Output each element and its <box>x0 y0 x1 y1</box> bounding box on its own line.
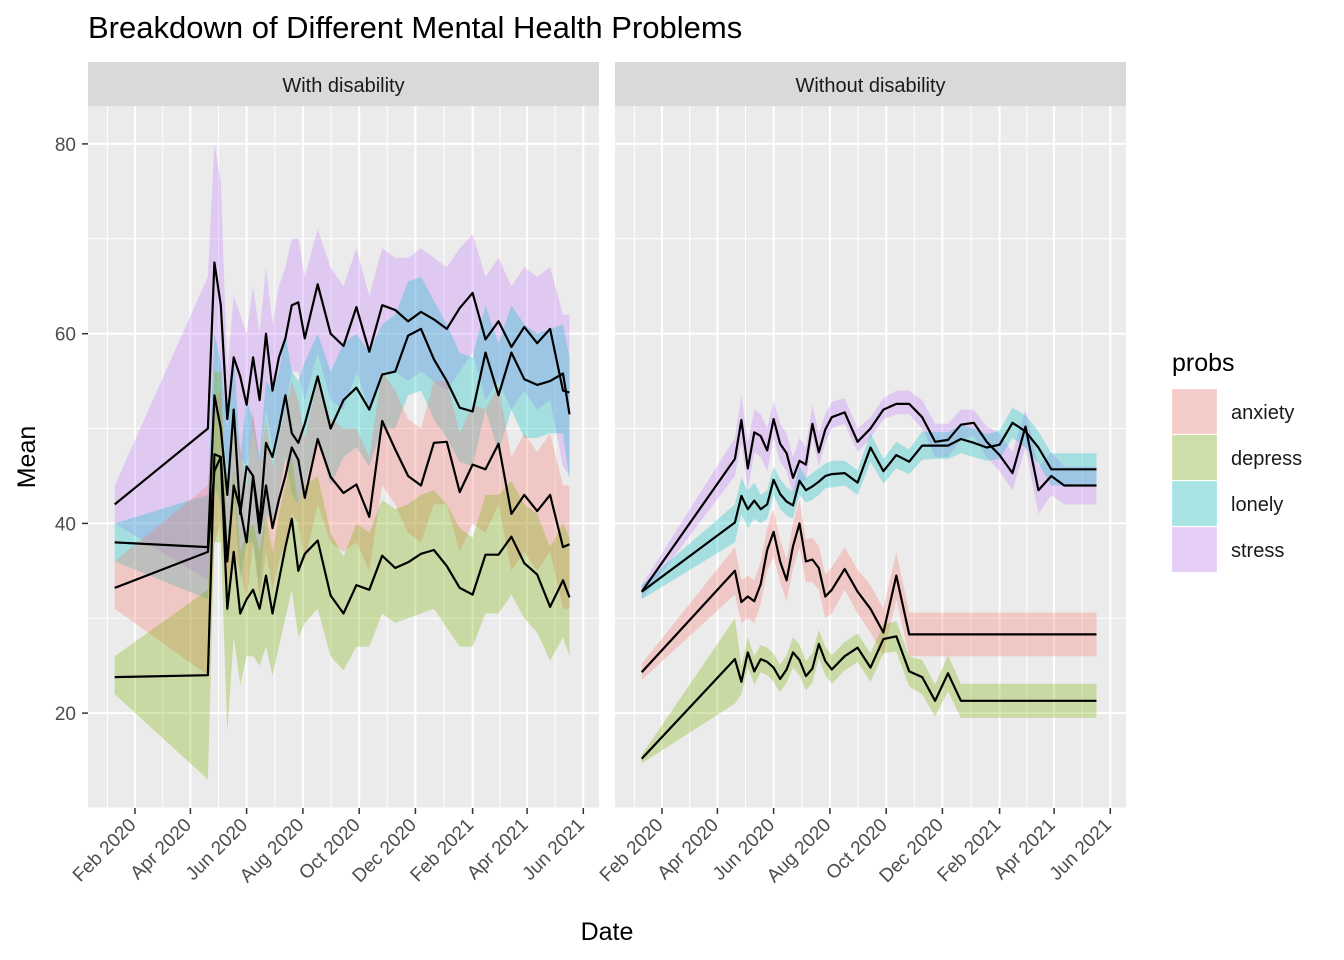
y-tick-label: 80 <box>55 135 76 156</box>
y-axis-title: Mean <box>13 426 41 489</box>
legend-key-background <box>1171 526 1218 573</box>
panel-grid <box>88 106 599 809</box>
band-lonely <box>114 276 570 600</box>
panel-strip-label: With disability <box>282 75 404 97</box>
panel-strip <box>88 62 599 106</box>
line-depress <box>640 635 1097 760</box>
legend-title: probs <box>1172 349 1235 377</box>
line-anxiety <box>640 522 1097 674</box>
band-depress <box>114 371 570 780</box>
legend-key-background <box>1171 480 1218 527</box>
band-lonely <box>641 407 1097 600</box>
legend-swatch-stress <box>1172 527 1217 572</box>
panel-background <box>615 106 1126 808</box>
line-stress <box>114 261 570 506</box>
panel-lines <box>114 261 571 679</box>
band-depress <box>641 618 1097 764</box>
legend-swatch-depress <box>1172 435 1217 480</box>
legend-label-depress: depress <box>1231 448 1302 470</box>
line-anxiety <box>114 419 570 589</box>
band-stress <box>641 390 1097 600</box>
legend-key-background <box>1171 434 1218 481</box>
band-stress <box>114 143 570 581</box>
y-tick-label: 20 <box>55 704 76 725</box>
x-axis-title: Date <box>581 918 634 946</box>
y-tick-label: 40 <box>55 514 76 535</box>
legend-key-background <box>1171 388 1218 435</box>
legend-swatch-anxiety <box>1172 389 1217 434</box>
panel-strip-label: Without disability <box>795 75 945 97</box>
line-lonely <box>641 421 1097 593</box>
line-depress <box>114 453 571 679</box>
panel-strip <box>615 62 1126 106</box>
panel-lines <box>640 402 1097 760</box>
legend-label-anxiety: anxiety <box>1231 402 1294 424</box>
legend-swatch-lonely <box>1172 481 1217 526</box>
legend-label-lonely: lonely <box>1231 494 1283 516</box>
y-axis: 20 40 60 80 <box>55 135 88 725</box>
panel-grid <box>615 106 1126 809</box>
chart-title: Breakdown of Different Mental Health Pro… <box>88 10 742 45</box>
y-tick-label: 60 <box>55 325 76 346</box>
legend-label-stress: stress <box>1231 540 1284 562</box>
legend: probs anxiety depress lonely stress <box>1171 349 1302 573</box>
line-lonely <box>114 327 571 549</box>
line-stress <box>640 402 1097 593</box>
